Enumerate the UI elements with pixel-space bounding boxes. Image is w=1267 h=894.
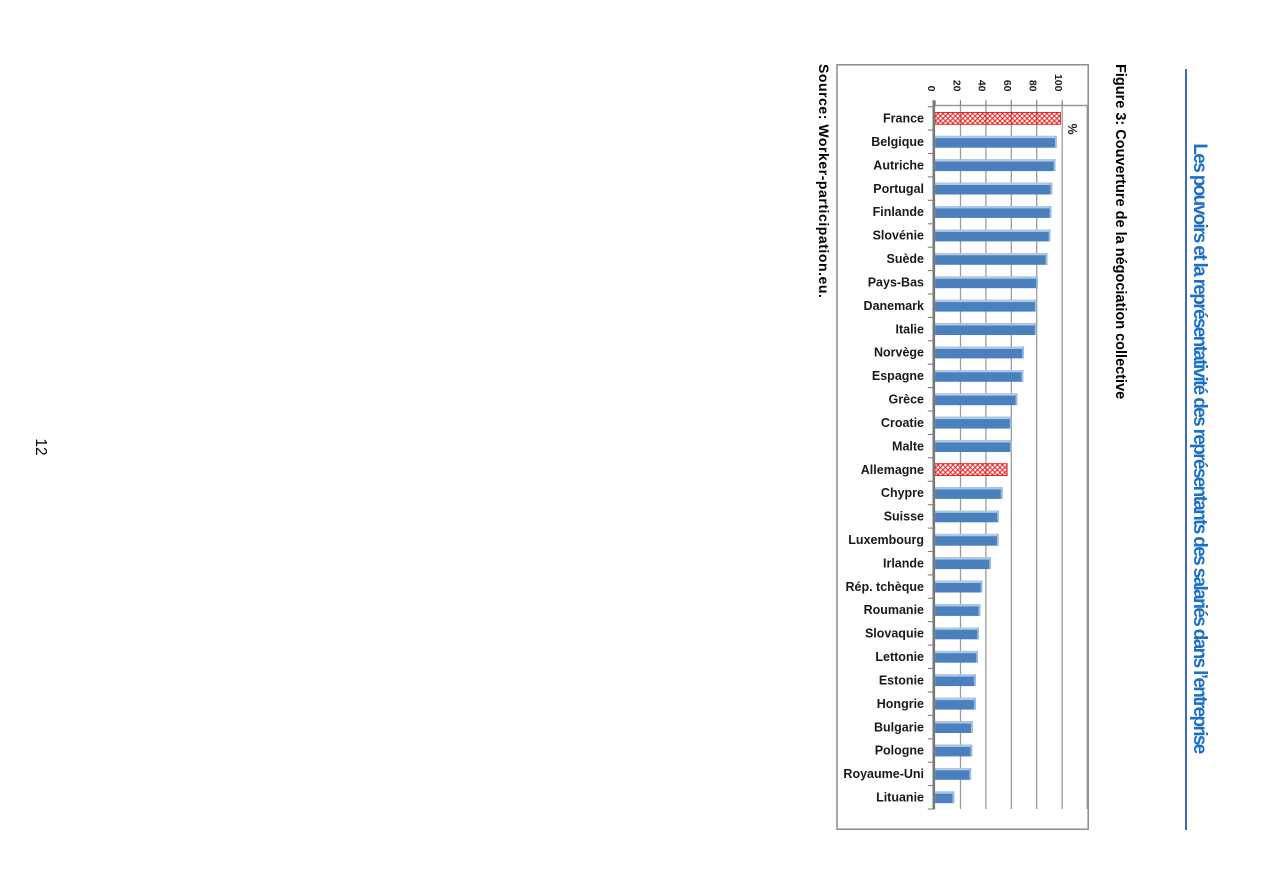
svg-text:Suisse: Suisse [884,510,924,524]
svg-text:Finlande: Finlande [873,205,924,219]
svg-text:Royaume-Uni: Royaume-Uni [844,767,925,781]
svg-text:%: % [1066,124,1080,135]
svg-text:Norvège: Norvège [874,346,924,360]
svg-text:Grèce: Grèce [889,393,924,407]
svg-text:Slovénie: Slovénie [873,229,924,243]
svg-text:Portugal: Portugal [874,182,925,196]
svg-text:20: 20 [951,80,963,92]
svg-text:Pays-Bas: Pays-Bas [868,276,924,290]
svg-text:Suède: Suède [887,252,925,266]
svg-text:Luxembourg: Luxembourg [849,533,925,547]
svg-text:100: 100 [1053,74,1065,92]
svg-text:Irlande: Irlande [884,556,925,570]
svg-text:Hongrie: Hongrie [877,697,924,711]
svg-text:Malte: Malte [893,439,925,453]
svg-text:40: 40 [976,80,988,92]
svg-text:80: 80 [1027,80,1039,92]
svg-text:Lettonie: Lettonie [876,650,925,664]
svg-text:Lituanie: Lituanie [877,791,925,805]
svg-text:Italie: Italie [896,322,925,336]
svg-text:Croatie: Croatie [881,416,924,430]
svg-text:Rép. tchèque: Rép. tchèque [846,580,925,594]
svg-text:60: 60 [1002,80,1014,92]
svg-text:Pologne: Pologne [875,744,924,758]
svg-text:Belgique: Belgique [872,135,925,149]
svg-text:Slovaquie: Slovaquie [865,627,924,641]
svg-text:Chypre: Chypre [881,486,924,500]
svg-text:Allemagne: Allemagne [861,463,924,477]
svg-text:Espagne: Espagne [872,369,924,383]
svg-text:Roumanie: Roumanie [864,603,924,617]
svg-text:Estonie: Estonie [879,673,924,687]
svg-text:France: France [884,112,925,126]
svg-text:Bulgarie: Bulgarie [874,720,924,734]
svg-text:Autriche: Autriche [874,158,925,172]
svg-text:Danemark: Danemark [864,299,924,313]
svg-text:0: 0 [925,86,937,92]
